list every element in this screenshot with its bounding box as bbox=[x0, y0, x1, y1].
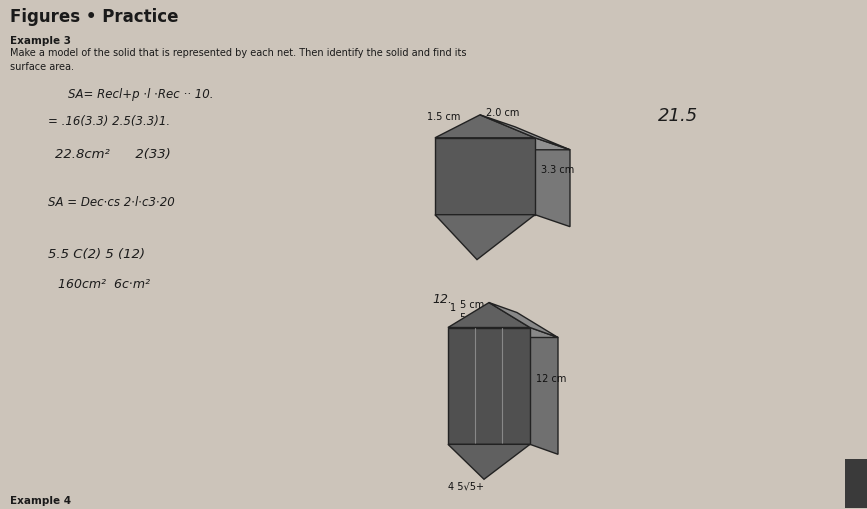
Polygon shape bbox=[435, 115, 535, 138]
Text: 3.3 cm: 3.3 cm bbox=[541, 165, 574, 175]
Text: Make a model of the solid that is represented by each net. Then identify the sol: Make a model of the solid that is repres… bbox=[10, 48, 466, 72]
Text: Example 4: Example 4 bbox=[10, 496, 71, 506]
Text: 2.0 cm: 2.0 cm bbox=[486, 108, 519, 118]
Polygon shape bbox=[448, 302, 530, 327]
Text: 5 cm: 5 cm bbox=[460, 300, 485, 309]
Text: 5.5 C(2) 5 (12): 5.5 C(2) 5 (12) bbox=[48, 248, 145, 261]
Polygon shape bbox=[530, 327, 558, 455]
Polygon shape bbox=[480, 115, 570, 150]
Polygon shape bbox=[435, 215, 535, 260]
Polygon shape bbox=[435, 138, 535, 215]
Text: 5 cm: 5 cm bbox=[460, 313, 485, 323]
Text: 2.5 cm: 2.5 cm bbox=[440, 158, 473, 168]
Text: 22.8cm²      2(33): 22.8cm² 2(33) bbox=[55, 148, 171, 161]
Text: Figures • Practice: Figures • Practice bbox=[10, 8, 179, 26]
Text: 1: 1 bbox=[450, 302, 456, 313]
Text: SA= Recl+p ⋅l ⋅Rec ·· 10.: SA= Recl+p ⋅l ⋅Rec ·· 10. bbox=[68, 88, 213, 101]
Polygon shape bbox=[448, 444, 530, 479]
Text: 4 5√5+: 4 5√5+ bbox=[448, 482, 484, 491]
Polygon shape bbox=[435, 138, 570, 150]
Text: Example 3: Example 3 bbox=[10, 36, 71, 46]
Text: 160cm²  6c⋅m²: 160cm² 6c⋅m² bbox=[58, 277, 150, 291]
Text: 21.5: 21.5 bbox=[658, 107, 698, 125]
Polygon shape bbox=[448, 327, 558, 337]
Text: 1.5 cm: 1.5 cm bbox=[427, 112, 460, 122]
Polygon shape bbox=[535, 138, 570, 227]
Text: SA = Dec⋅cs 2⋅l⋅c3⋅20: SA = Dec⋅cs 2⋅l⋅c3⋅20 bbox=[48, 195, 175, 209]
Polygon shape bbox=[448, 327, 530, 444]
Text: = .16(3.3) 2.5(3.3)1.: = .16(3.3) 2.5(3.3)1. bbox=[48, 115, 170, 128]
Polygon shape bbox=[845, 459, 867, 508]
Polygon shape bbox=[489, 302, 558, 337]
Text: 12.: 12. bbox=[432, 293, 452, 305]
Text: 12 cm: 12 cm bbox=[536, 375, 566, 384]
